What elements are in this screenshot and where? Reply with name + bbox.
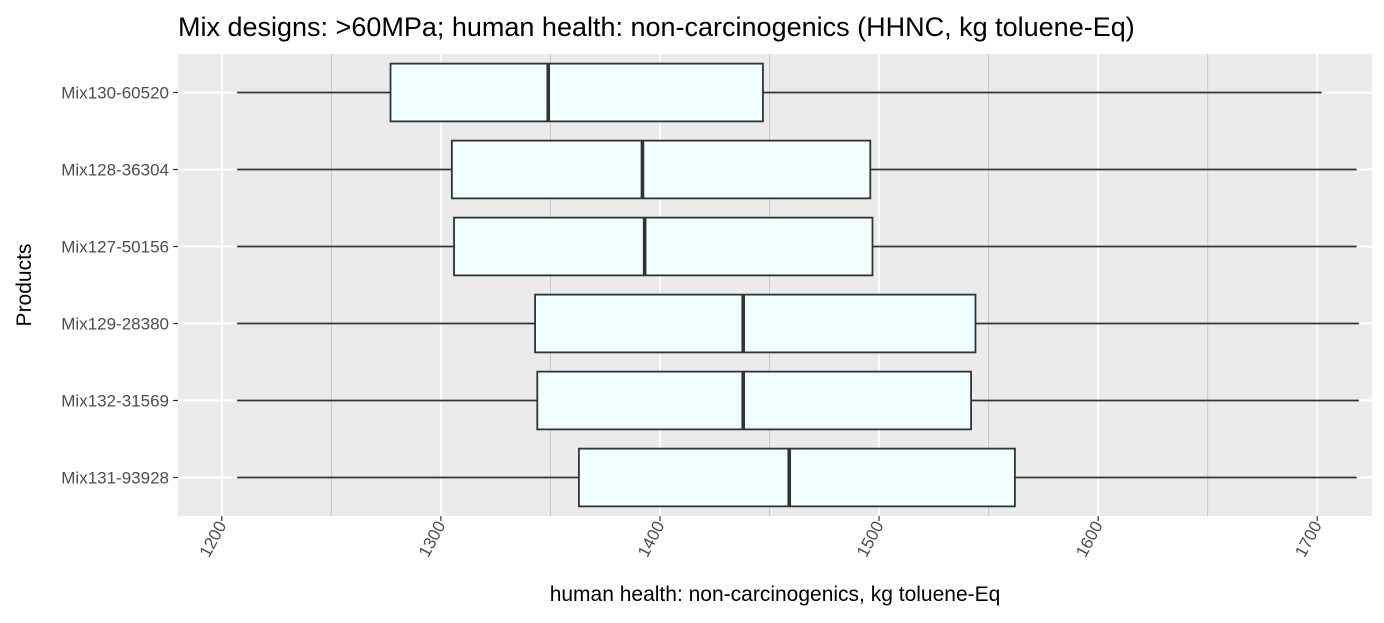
- y-tick-label: Mix130-60520: [61, 84, 169, 103]
- x-tick-label: 1400: [634, 518, 669, 560]
- box-iqr: [389, 62, 764, 123]
- x-axis: 1200 1300 1400 1500 1600 1700: [196, 516, 1326, 560]
- x-axis-title: human health: non-carcinogenics, kg tolu…: [550, 583, 1001, 606]
- box-group: [237, 62, 1322, 123]
- box-group: [237, 293, 1359, 354]
- y-axis: Mix130-60520 Mix128-36304 Mix127-50156 Mix1…: [61, 84, 178, 488]
- y-tick-label: Mix132-31569: [61, 392, 169, 411]
- box-group: [237, 370, 1359, 431]
- plot-panel: [178, 54, 1372, 516]
- x-tick-label: 1700: [1291, 518, 1326, 560]
- box-iqr: [578, 447, 1016, 508]
- minor-gridlines: [330, 54, 1209, 516]
- box-iqr: [453, 216, 874, 277]
- y-tick-label: Mix131-93928: [61, 469, 169, 488]
- box-group: [237, 139, 1357, 200]
- box-series: [237, 62, 1359, 508]
- box-iqr: [536, 370, 972, 431]
- chart-title: Mix designs: >60MPa; human health: non-c…: [178, 12, 1135, 42]
- box-iqr: [534, 293, 977, 354]
- y-tick-label: Mix129-28380: [61, 315, 169, 334]
- x-tick-label: 1200: [196, 518, 231, 560]
- box-group: [237, 216, 1357, 277]
- x-tick-label: 1300: [415, 518, 450, 560]
- x-tick-label: 1600: [1072, 518, 1107, 560]
- box-group: [237, 447, 1357, 508]
- y-tick-label: Mix127-50156: [61, 238, 169, 257]
- y-axis-title: Products: [13, 244, 36, 327]
- box-iqr: [450, 139, 872, 200]
- x-tick-label: 1500: [853, 518, 888, 560]
- y-tick-label: Mix128-36304: [61, 161, 169, 180]
